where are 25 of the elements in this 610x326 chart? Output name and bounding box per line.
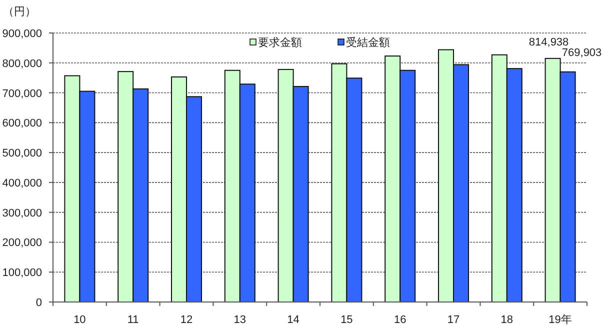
legend-label: 受結金額 [346, 36, 390, 49]
data-label: 769,903 [562, 46, 602, 59]
legend-label: 要求金額 [258, 36, 302, 49]
data-label: 814,938 [528, 36, 569, 48]
y-tick-label: 600,000 [2, 118, 42, 130]
y-tick-label: 300,000 [2, 207, 42, 220]
y-tick-label: 800,000 [2, 58, 42, 70]
x-tick-label: 18 [500, 314, 514, 326]
y-tick-label: 900,000 [2, 28, 42, 40]
y-axis-title: （円） [3, 6, 36, 18]
x-tick-label: 16 [394, 314, 406, 326]
y-tick-label: 0 [36, 297, 42, 309]
x-tick-label: 13 [234, 314, 246, 326]
x-tick-label: 14 [287, 314, 300, 326]
y-tick-label: 400,000 [2, 177, 42, 190]
x-tick-label: 11 [127, 314, 139, 326]
y-tick-label: 700,000 [2, 88, 42, 100]
x-tick-label: 15 [340, 314, 353, 326]
x-tick-label: 10 [74, 314, 86, 326]
y-tick-label: 500,000 [2, 148, 42, 160]
y-tick-label: 200,000 [2, 237, 42, 250]
y-tick-label: 100,000 [2, 267, 42, 280]
x-tick-label: 12 [180, 314, 193, 326]
x-tick-label: 19年 [548, 314, 572, 326]
x-tick-label: 17 [447, 314, 460, 326]
